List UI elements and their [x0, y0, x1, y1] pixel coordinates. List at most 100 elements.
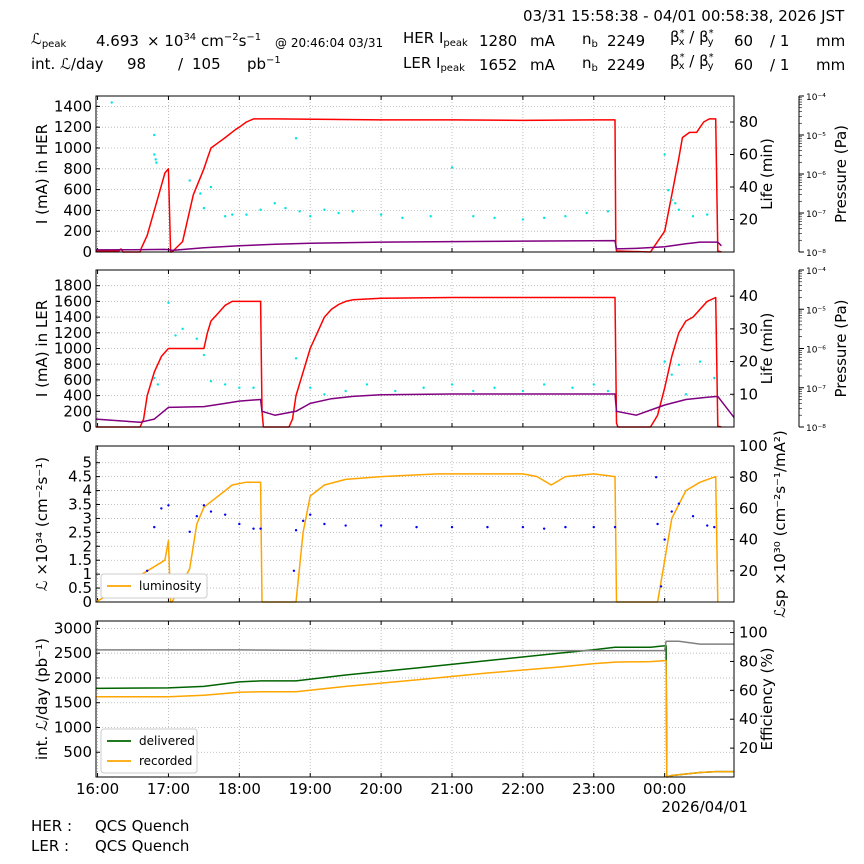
panel2-life-point — [344, 389, 347, 393]
panel4-ylabel: int. ℒ/day (pb⁻¹) — [33, 638, 51, 760]
panel3-ytick-label: 3 — [82, 509, 92, 527]
panel2-life-point — [394, 389, 397, 393]
panel4-ytick-label: 2000 — [54, 669, 92, 687]
panel1-ytick-label: 600 — [63, 181, 92, 199]
ler-beta-value-x: 60 — [734, 56, 754, 74]
panel1-y2tick-label: 80 — [739, 113, 758, 131]
panel2-life-point — [684, 393, 688, 396]
ler-beta-unit: mm — [816, 56, 846, 74]
panel1-life-point — [284, 206, 287, 210]
panel1-life-point — [294, 137, 298, 140]
panel2-y3tick-label: 10⁻⁵ — [806, 306, 826, 316]
panel1-ytick-label: 400 — [63, 201, 92, 219]
panel4-legend-label: delivered — [139, 734, 195, 748]
panel4-ytick-label: 1000 — [54, 718, 92, 736]
her-beta-x-sup: * — [679, 28, 685, 39]
footer-her-status: QCS Quench — [95, 817, 190, 835]
panel3-ylabel: ℒ ×10³⁴ (cm⁻²s⁻¹) — [33, 457, 51, 591]
panel2-life-point — [223, 383, 227, 386]
panel2-life-point — [156, 383, 160, 386]
panel3-ytick-label: 5 — [82, 454, 92, 472]
panel1-life-point — [202, 206, 206, 210]
panel4-legend-box — [100, 728, 198, 774]
panel3-specific_luminosity-point — [670, 510, 673, 513]
ler-beta-value-y: / 1 — [770, 56, 790, 74]
panel2-life-point — [472, 389, 475, 393]
ler-peak-label-sub: peak — [440, 63, 465, 74]
panel2-y3tick-label: 10⁻⁴ — [806, 267, 826, 277]
panel1-y3tick-label: 10⁻⁶ — [806, 171, 826, 181]
panel1-life-point — [323, 208, 326, 211]
panel1-life-point — [245, 213, 248, 216]
panel3-specific_luminosity-point — [344, 524, 347, 527]
panel2-y2tick-label: 10 — [739, 385, 758, 403]
her-peak-label-text: HER I — [403, 29, 444, 47]
panel1-life-point — [259, 208, 262, 211]
x-tick-label: 00:00 — [643, 780, 686, 798]
panel3-specific_luminosity-point — [223, 513, 227, 516]
panel1-life-point — [542, 216, 546, 220]
panel2-life-point — [422, 386, 425, 389]
panel3-ytick-label: 1.5 — [68, 551, 92, 569]
int-lum-value: 98 — [127, 55, 147, 73]
ler-nb-label-sub: b — [591, 63, 598, 74]
ler-beta-x: β — [670, 52, 680, 70]
panel3-y2tick-label: 80 — [739, 468, 758, 486]
panel3-specific_luminosity-point — [323, 522, 326, 526]
panel2-life-point — [713, 376, 716, 380]
lum-peak-label-text: ℒ — [31, 30, 42, 48]
panel1-current-line — [96, 118, 722, 253]
panel1-life-point — [472, 215, 475, 218]
lum-peak-unit-exp1: −2 — [223, 32, 239, 43]
ler-nb-value: 2249 — [607, 56, 646, 74]
ler-peak-value: 1652 — [479, 56, 518, 74]
panel2-pressure-line — [96, 393, 735, 424]
panel1-life-point — [223, 215, 227, 218]
panel3-frame — [95, 445, 735, 603]
lum-peak-value: 4.693 — [96, 32, 139, 50]
lum-peak-unit: × 1034 cm−2s−1 — [147, 32, 261, 53]
panel3-specific_luminosity-point — [167, 504, 170, 507]
panel1-life-point — [337, 211, 340, 215]
ler-beta-y-sub: y — [707, 61, 714, 72]
panel1-ytick-label: 0 — [82, 243, 92, 261]
lum-peak-at: @ 20:46:04 03/31 — [275, 36, 384, 50]
x-tick-label: 18:00 — [218, 780, 261, 798]
her-nb-value: 2249 — [607, 32, 646, 50]
panel2-life-point — [606, 389, 610, 393]
panel3-y2tick-label: 40 — [739, 531, 758, 549]
ler-beta-y-sup: * — [708, 52, 714, 63]
panel3-y2tick-label: 20 — [739, 562, 758, 580]
her-peak-unit: mA — [530, 32, 555, 50]
panel2-life-point — [670, 373, 673, 376]
panel1-life-point — [298, 210, 301, 213]
panel1-life-point — [155, 161, 158, 164]
x-tick-label: 23:00 — [572, 780, 615, 798]
panel1-life-point — [667, 189, 670, 192]
panel3-specific_luminosity-point — [521, 525, 525, 529]
lum-peak-exp: 34 — [183, 32, 197, 43]
lum-peak-label: ℒpeak — [31, 30, 66, 51]
panel3-ytick-label: 0.5 — [68, 579, 92, 597]
panel2-life-point — [323, 393, 326, 396]
panel4-efficiency-line — [96, 640, 735, 652]
panel3-y2label: ℒsp ×10³⁰ (cm⁻²s⁻¹/mA²) — [771, 430, 789, 618]
panel3-luminosity-line — [95, 473, 719, 603]
panel1-life-point — [429, 215, 432, 218]
panel1-life-point — [110, 101, 113, 104]
footer-ler-status: QCS Quench — [95, 837, 190, 855]
panel1-ytick-label: 200 — [63, 222, 92, 240]
panel2-life-point — [698, 360, 702, 363]
panel1-life-point — [493, 216, 496, 220]
panel1-ylabel: I (mA) in HER — [33, 124, 51, 224]
panel1-y3tick-label: 10⁻⁴ — [806, 93, 826, 103]
her-nb-label: nb — [582, 30, 598, 51]
panel2-ytick-label: 0 — [82, 418, 92, 436]
panel1-life-point — [209, 185, 213, 189]
panel3-specific_luminosity-point — [202, 504, 206, 507]
panel1-life-point — [670, 198, 673, 202]
her-beta-y-sub: y — [707, 37, 714, 48]
panel2-ytick-label: 1400 — [54, 308, 92, 326]
panel2-y3tick-label: 10⁻⁶ — [806, 346, 826, 356]
